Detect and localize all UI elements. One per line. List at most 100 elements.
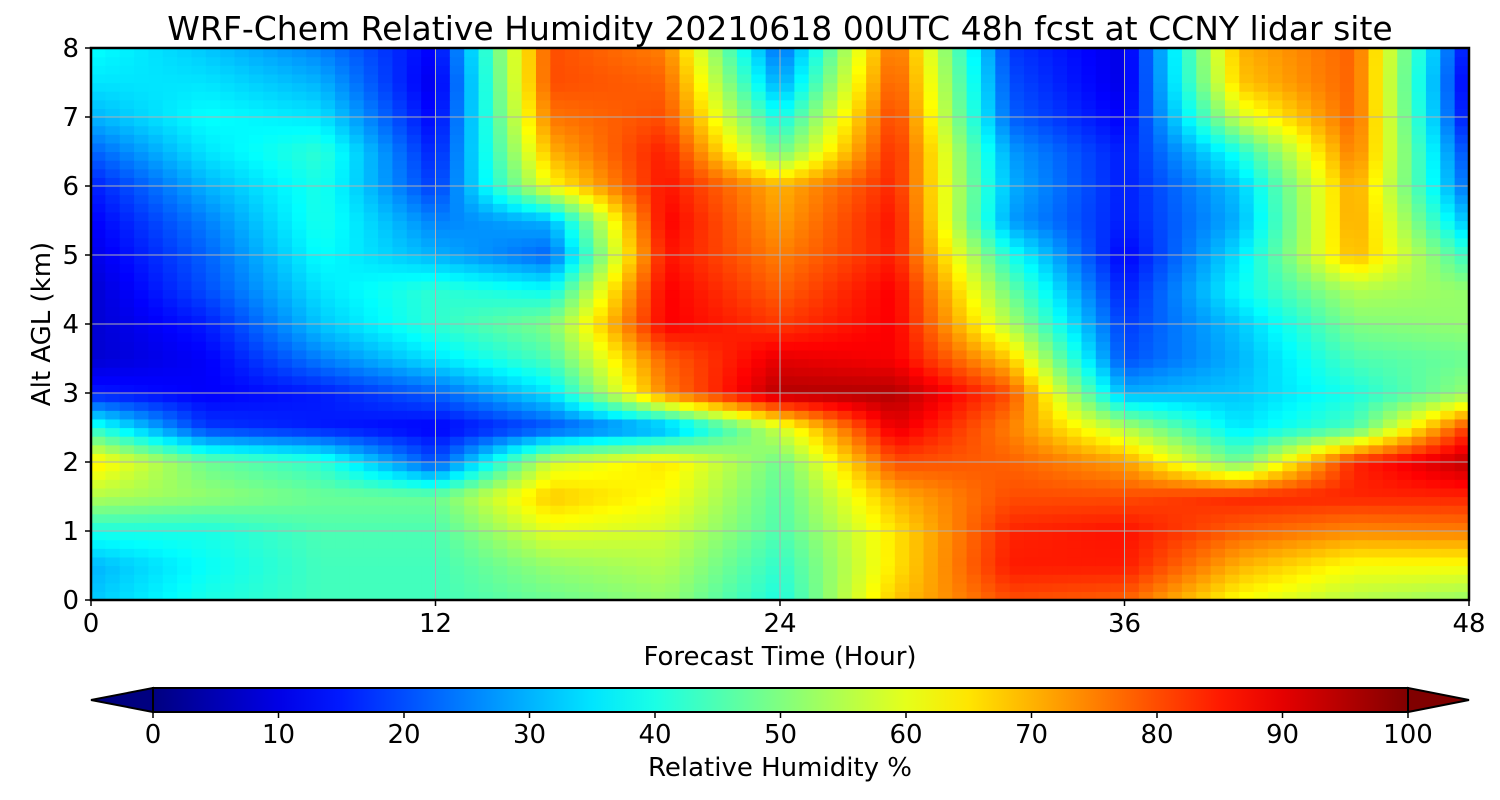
heatmap-cell	[234, 168, 250, 178]
heatmap-cell	[1124, 401, 1140, 411]
heatmap-cell	[478, 315, 494, 325]
heatmap-cell	[1411, 211, 1427, 222]
heatmap-cell	[363, 444, 379, 454]
heatmap-cell	[808, 418, 824, 429]
heatmap-cell	[679, 203, 695, 213]
heatmap-cell	[1181, 168, 1197, 178]
heatmap-cell	[1368, 539, 1384, 549]
heatmap-cell	[306, 255, 322, 265]
heatmap-cell	[980, 203, 996, 213]
heatmap-cell	[923, 565, 939, 575]
heatmap-cell	[1095, 401, 1111, 411]
heatmap-cell	[550, 401, 566, 411]
heatmap-cell	[363, 160, 379, 170]
heatmap-cell	[449, 556, 465, 567]
heatmap-cell	[507, 186, 523, 196]
heatmap-cell	[1167, 479, 1183, 489]
heatmap-cell	[1124, 194, 1140, 204]
heatmap-cell	[1382, 341, 1398, 351]
heatmap-cell	[1181, 220, 1197, 230]
heatmap-cell	[550, 393, 566, 403]
heatmap-cell	[220, 280, 236, 291]
heatmap-cell	[923, 237, 939, 247]
heatmap-cell	[1181, 393, 1197, 403]
heatmap-cell	[607, 194, 623, 204]
heatmap-cell	[765, 263, 781, 273]
heatmap-cell	[693, 324, 709, 334]
heatmap-cell	[177, 505, 193, 515]
heatmap-cell	[980, 513, 996, 523]
heatmap-cell	[521, 168, 537, 178]
heatmap-cell	[162, 280, 178, 291]
heatmap-cell	[205, 384, 221, 394]
heatmap-cell	[1095, 203, 1111, 213]
heatmap-cell	[550, 479, 566, 489]
heatmap-cell	[1411, 306, 1427, 316]
heatmap-cell	[1110, 393, 1126, 403]
heatmap-cell	[464, 513, 480, 523]
heatmap-cell	[636, 522, 652, 532]
heatmap-cell	[1038, 203, 1054, 213]
heatmap-cell	[205, 591, 221, 600]
heatmap-cell	[808, 479, 824, 489]
heatmap-cell	[306, 349, 322, 360]
heatmap-cell	[435, 496, 451, 506]
heatmap-cell	[808, 367, 824, 377]
heatmap-cell	[478, 280, 494, 291]
heatmap-cell	[1454, 505, 1469, 515]
heatmap-cell	[1110, 470, 1126, 480]
heatmap-cell	[1311, 255, 1327, 265]
heatmap-cell	[1368, 462, 1384, 472]
heatmap-cell	[679, 255, 695, 265]
heatmap-cell	[722, 444, 738, 454]
heatmap-cell	[492, 496, 508, 506]
heatmap-cell	[349, 444, 365, 454]
heatmap-cell	[191, 582, 207, 592]
heatmap-cell	[1325, 565, 1341, 575]
heatmap-cell	[1181, 565, 1197, 575]
heatmap-cell	[492, 462, 508, 472]
heatmap-cell	[708, 194, 724, 204]
heatmap-cell	[134, 496, 150, 506]
heatmap-cell	[765, 401, 781, 411]
heatmap-cell	[722, 211, 738, 222]
heatmap-cell	[1224, 505, 1240, 515]
heatmap-cell	[205, 349, 221, 360]
heatmap-cell	[751, 211, 767, 222]
heatmap-cell	[1425, 229, 1441, 239]
heatmap-cell	[1067, 401, 1083, 411]
heatmap-cell	[191, 229, 207, 239]
heatmap-cell	[894, 582, 910, 592]
heatmap-cell	[105, 315, 121, 325]
heatmap-cell	[1110, 255, 1126, 265]
heatmap-cell	[205, 574, 221, 584]
heatmap-cell	[1440, 410, 1456, 420]
heatmap-cell	[823, 211, 839, 222]
heatmap-cell	[191, 211, 207, 222]
heatmap-cell	[392, 341, 408, 351]
heatmap-cell	[91, 315, 106, 325]
heatmap-cell	[1024, 444, 1039, 454]
heatmap-cell	[1339, 401, 1355, 411]
heatmap-cell	[937, 453, 953, 463]
heatmap-cell	[722, 556, 738, 567]
heatmap-cell	[736, 203, 752, 213]
heatmap-cell	[995, 591, 1011, 600]
heatmap-cell	[1052, 591, 1068, 600]
heatmap-cell	[1095, 496, 1111, 506]
heatmap-cell	[263, 177, 279, 187]
heatmap-cell	[923, 462, 939, 472]
heatmap-cell	[708, 211, 724, 222]
heatmap-cell	[507, 151, 523, 161]
heatmap-cell	[564, 280, 580, 291]
heatmap-cell	[837, 203, 853, 213]
heatmap-cell	[507, 237, 523, 247]
heatmap-cell	[220, 151, 236, 161]
heatmap-cell	[1239, 194, 1255, 204]
heatmap-cell	[837, 375, 853, 385]
heatmap-cell	[378, 332, 394, 342]
heatmap-cell	[134, 574, 150, 584]
heatmap-cell	[1024, 160, 1039, 170]
heatmap-cell	[1181, 358, 1197, 368]
heatmap-cell	[607, 375, 623, 385]
